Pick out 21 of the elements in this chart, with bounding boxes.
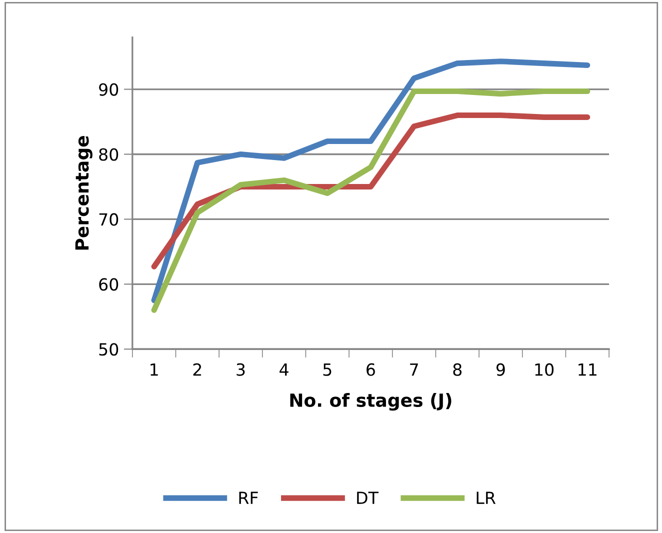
y-tick-label: 60 [99,278,118,291]
x-tick-label: 7 [410,364,418,376]
x-tick-label: 5 [323,364,332,376]
x-tick-label: 2 [193,363,202,376]
y-tick-label: 50 [99,343,118,356]
x-tick-label: 4 [280,364,288,376]
x-tick-label: 6 [366,363,375,376]
x-tick-label: 9 [496,363,505,376]
x-axis-title: No. of stages (J) [290,393,452,411]
legend-label: DT [357,492,379,504]
y-tick-label: 70 [99,213,118,226]
x-tick-label: 8 [453,363,462,376]
legend-label: LR [476,492,496,504]
x-tick-label: 10 [535,363,554,376]
x-tick-label: 3 [236,363,245,376]
y-tick-label: 80 [99,148,118,161]
x-tick-label: 1 [150,364,158,376]
x-tick-label: 11 [578,364,596,376]
y-tick-label: 90 [99,83,118,96]
y-axis-title: Percentage [75,136,92,250]
legend-label: RF [239,492,258,504]
